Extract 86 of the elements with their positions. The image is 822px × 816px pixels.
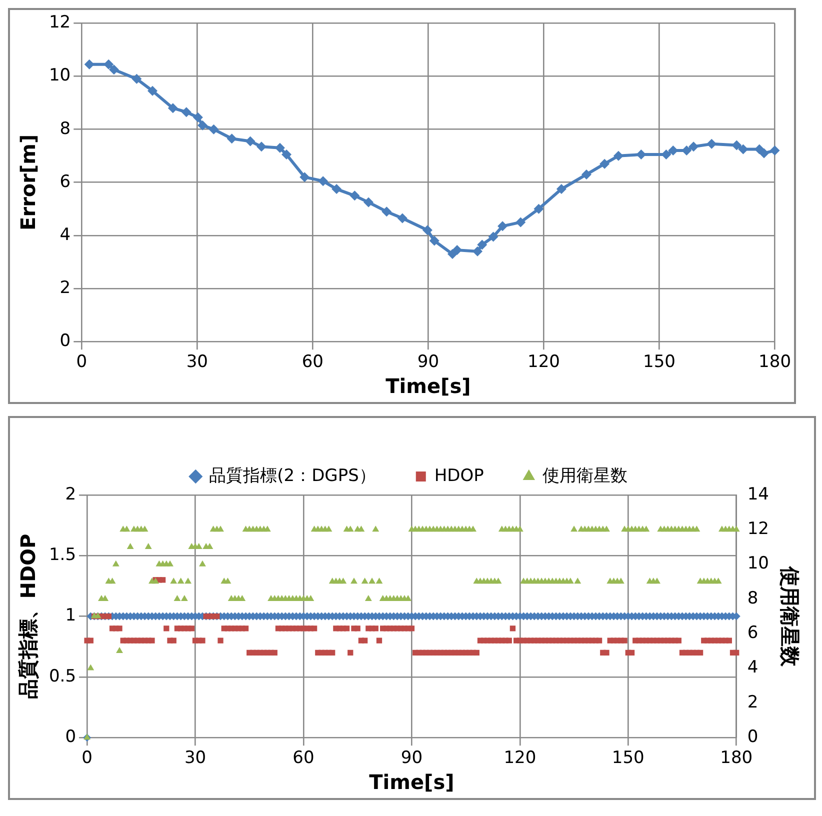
- legend-label: 品質指標(2：DGPS）: [209, 466, 376, 486]
- x-tick-label: 30: [186, 352, 208, 372]
- x-tick-label: 180: [758, 352, 792, 372]
- point: [738, 144, 748, 154]
- x-tick-label: 90: [400, 748, 423, 768]
- point: [556, 184, 566, 194]
- point: [600, 158, 610, 169]
- legend-label: 使用衛星数: [542, 466, 628, 486]
- x-tick-label: 60: [302, 352, 324, 372]
- point: [732, 140, 742, 150]
- point: [516, 217, 526, 228]
- y2-tick-label: 6: [747, 623, 758, 644]
- point: [318, 176, 328, 186]
- point: [147, 86, 158, 96]
- y-tick-label: 6: [60, 172, 71, 192]
- point: [364, 197, 374, 208]
- point: [688, 142, 699, 152]
- x-tick-label: 120: [504, 748, 536, 768]
- point: [613, 150, 624, 161]
- point: [192, 112, 203, 122]
- point: [581, 169, 592, 180]
- y-tick-label: 4: [60, 224, 71, 245]
- x-tick-label: 60: [292, 748, 314, 768]
- x-tick-label: 90: [417, 352, 440, 372]
- x-tick-label: 120: [528, 352, 560, 372]
- x-tick-label: 150: [643, 352, 676, 372]
- x-tick-label: 180: [720, 748, 753, 768]
- point: [661, 150, 672, 160]
- point: [108, 64, 119, 75]
- point: [534, 204, 544, 214]
- y-tick-label: 0: [65, 727, 76, 748]
- y2-tick-label: 14: [747, 484, 770, 504]
- point: [300, 172, 310, 182]
- y2-tick-label: 0: [747, 727, 758, 748]
- y-axis-title: Error[m]: [16, 134, 40, 230]
- y-tick-label: 1: [65, 606, 76, 626]
- point: [168, 103, 178, 114]
- y-axis-title: 品質指標、HDOP: [16, 534, 40, 699]
- point: [706, 138, 717, 149]
- y2-tick-label: 12: [747, 519, 770, 540]
- y-tick-label: 2: [65, 484, 76, 504]
- y-tick-label: 8: [60, 118, 71, 139]
- point: [245, 136, 256, 146]
- point: [104, 59, 114, 70]
- y2-axis-title: 使用衛星数: [778, 565, 802, 668]
- point: [226, 134, 237, 144]
- point: [350, 190, 360, 201]
- x-tick-label: 0: [82, 748, 92, 768]
- y-tick-label: 10: [48, 66, 71, 86]
- point: [498, 221, 508, 232]
- y2-tick-label: 10: [747, 554, 770, 574]
- point: [84, 59, 94, 70]
- x-axis-title: Time[s]: [369, 770, 454, 794]
- point: [472, 246, 482, 256]
- point: [181, 107, 192, 118]
- y2-tick-label: 8: [747, 588, 758, 608]
- x-axis-title: Time[s]: [386, 374, 471, 398]
- point: [132, 74, 142, 84]
- point: [636, 150, 646, 160]
- y-tick-label: 0: [60, 331, 71, 352]
- y-tick-label: 12: [48, 12, 71, 33]
- y-tick-label: 2: [60, 278, 71, 298]
- point: [422, 225, 432, 236]
- point: [682, 146, 692, 156]
- point: [208, 124, 219, 134]
- point: [770, 146, 780, 156]
- y2-tick-label: 4: [747, 658, 758, 678]
- y-tick-label: 1.5: [48, 545, 76, 566]
- point: [429, 236, 440, 246]
- point: [382, 206, 392, 217]
- legend-label: HDOP: [434, 466, 484, 486]
- point: [477, 240, 488, 250]
- point: [447, 249, 458, 260]
- y2-tick-label: 2: [747, 692, 758, 712]
- y-tick-label: 0.5: [48, 666, 76, 686]
- point: [397, 213, 408, 224]
- x-tick-label: 30: [184, 748, 206, 768]
- point: [758, 148, 769, 158]
- point: [332, 184, 342, 194]
- point: [281, 150, 292, 160]
- point: [256, 142, 266, 152]
- point: [452, 245, 462, 256]
- point: [274, 142, 285, 153]
- x-tick-label: 150: [612, 748, 644, 768]
- point: [198, 120, 208, 130]
- point: [488, 232, 498, 242]
